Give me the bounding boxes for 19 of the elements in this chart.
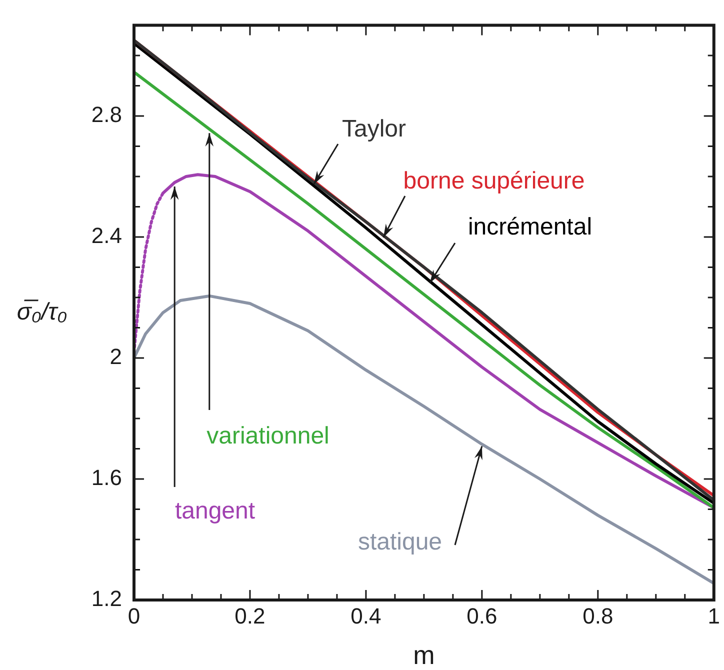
x-tick-label: 0 (128, 603, 140, 628)
x-tick-label: 1 (708, 603, 720, 628)
y-tick-label: 2.4 (91, 223, 122, 248)
y-tick-label: 2 (110, 344, 122, 370)
y-tick-label: 1.6 (91, 465, 122, 490)
x-axis-title: m (413, 640, 435, 670)
text: tangent (174, 498, 256, 525)
text: Taylor (342, 116, 406, 143)
y-tick-label: 2.8 (91, 102, 122, 128)
text: incrémental (468, 214, 592, 241)
x-tick-label: 0.8 (582, 603, 614, 628)
text: variationnel (206, 422, 330, 450)
y-axis-title: σ̅₀/τ₀ (16, 298, 68, 326)
x-tick-label: 0.4 (350, 603, 382, 628)
y-tick-label: 1.2 (91, 586, 122, 612)
text: statique (358, 528, 442, 556)
series-label: borne supérieure (403, 168, 585, 195)
x-tick-label: 0.2 (234, 603, 266, 628)
x-tick-label: 0.6 (466, 603, 498, 628)
